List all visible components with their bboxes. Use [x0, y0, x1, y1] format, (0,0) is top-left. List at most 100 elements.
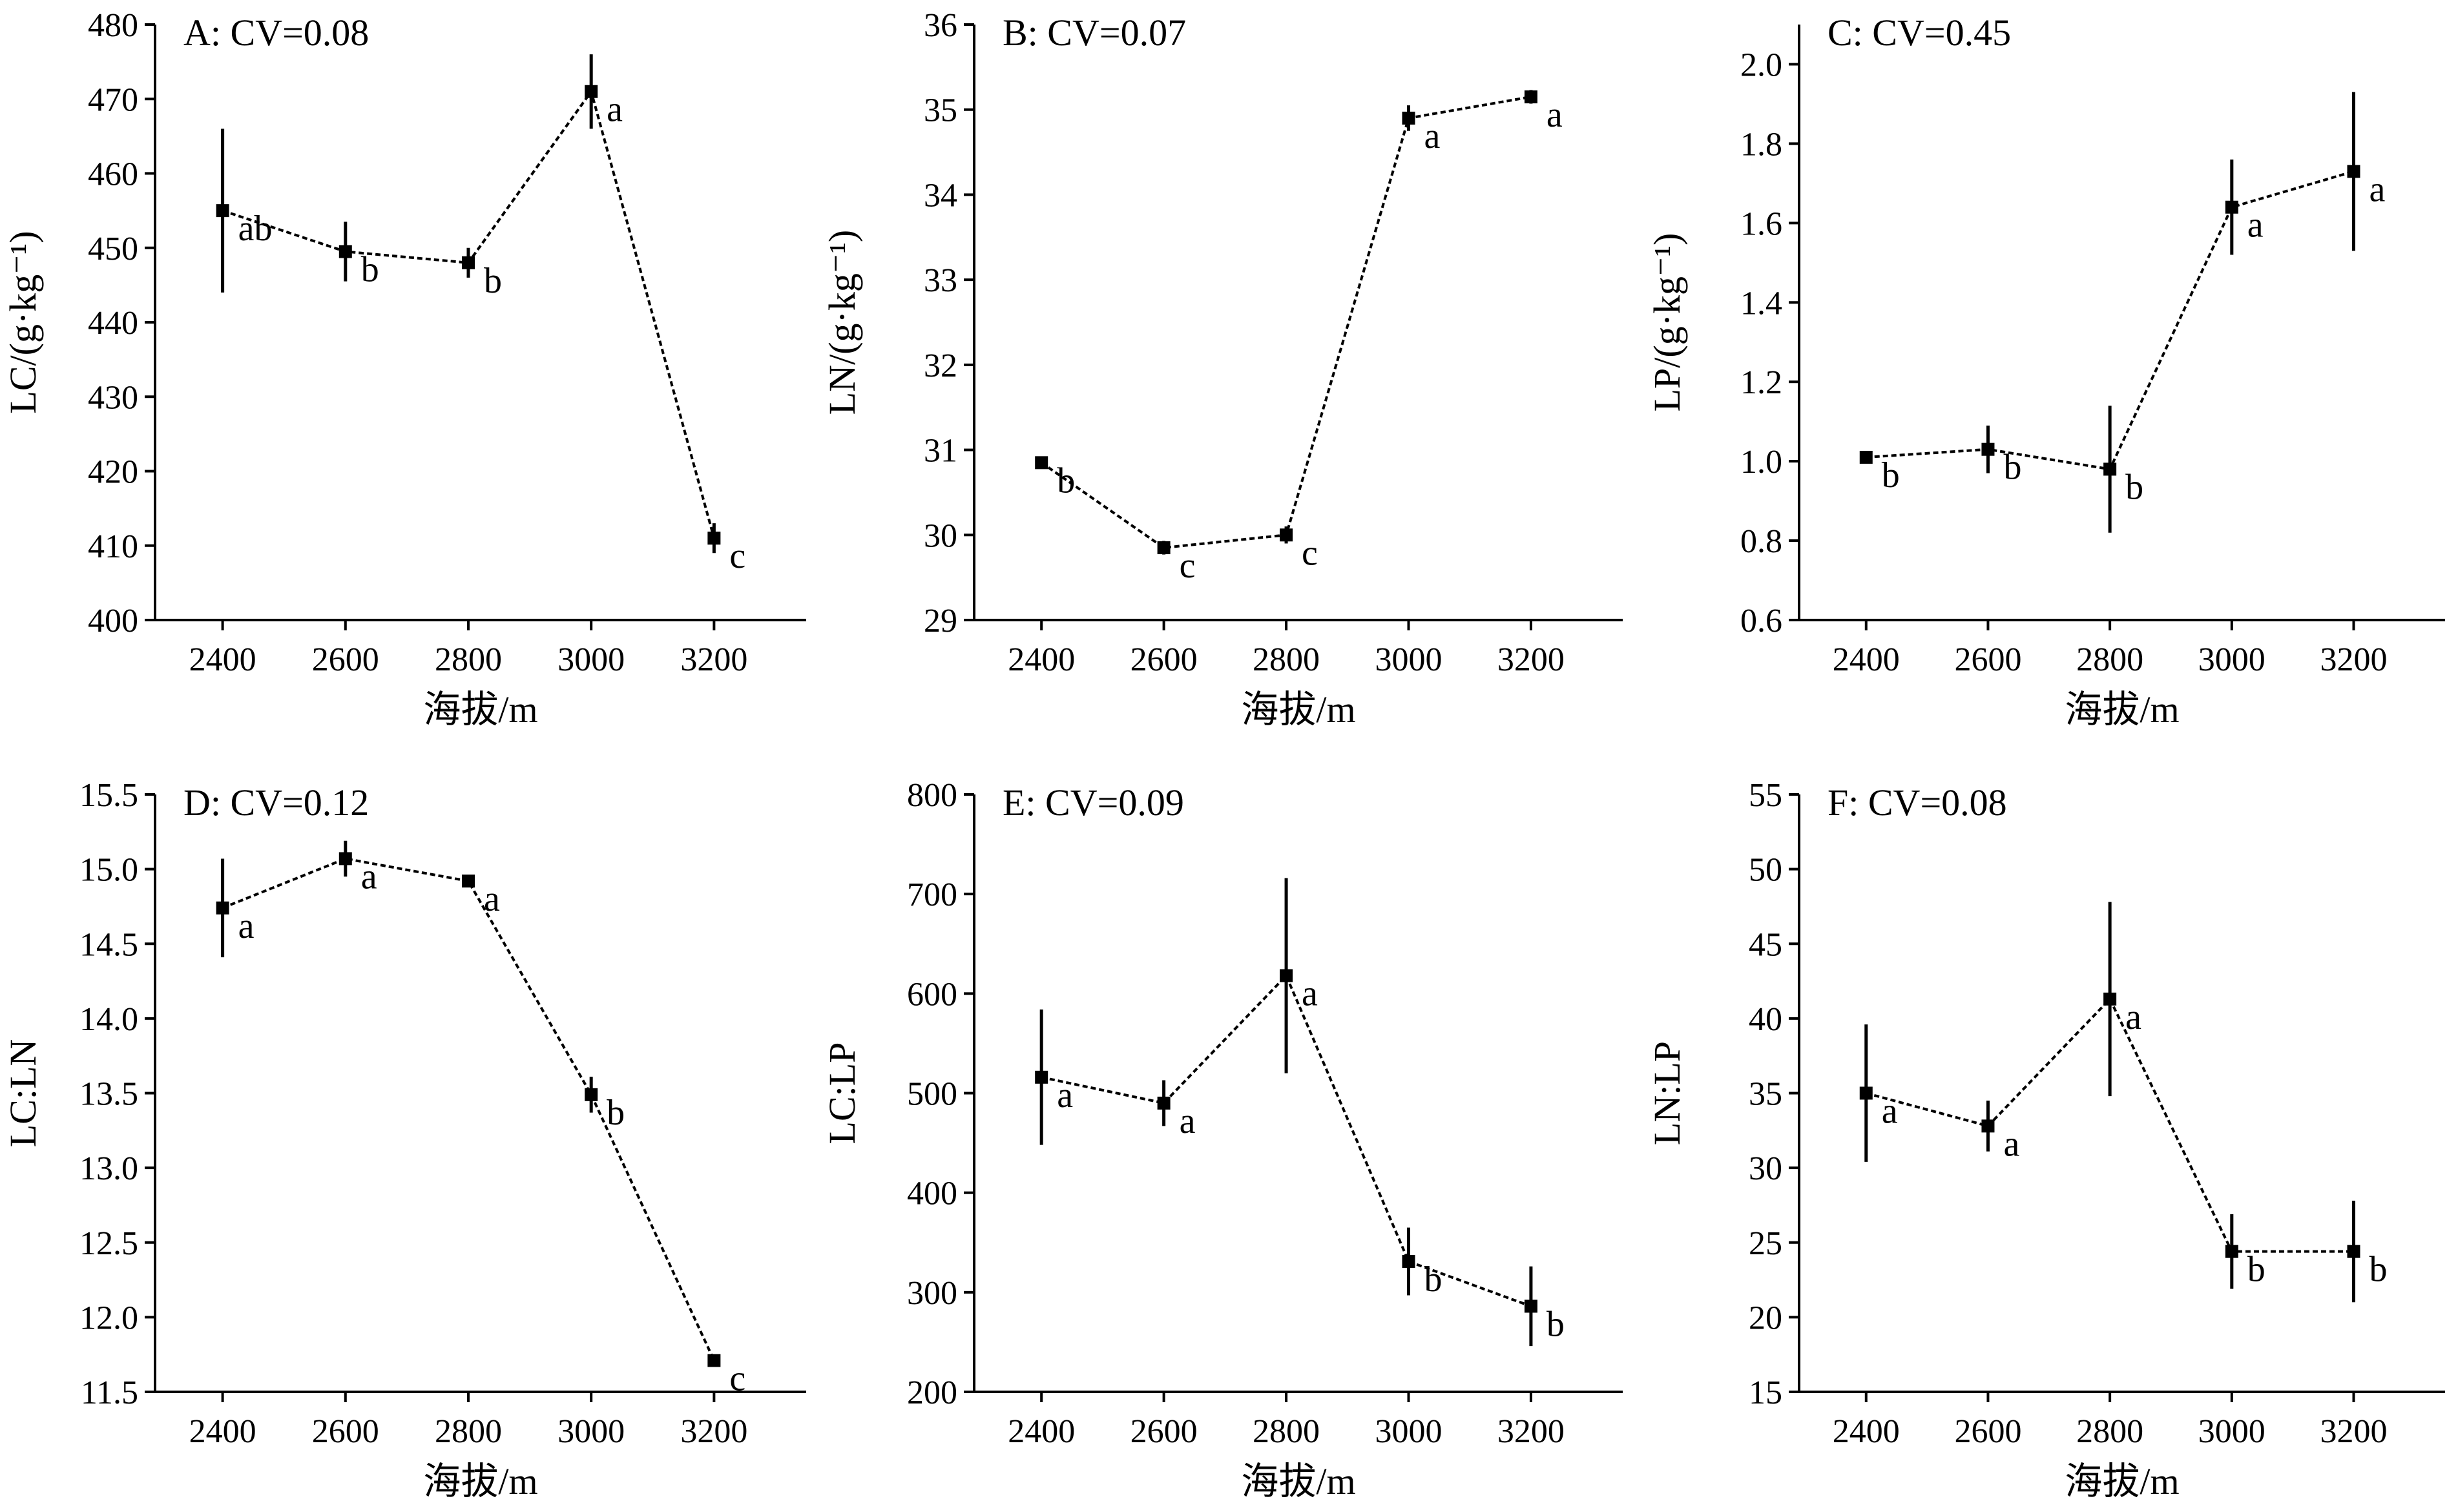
x-tick-label: 2800 [435, 641, 502, 678]
y-tick-label: 1.2 [1740, 364, 1782, 401]
significance-label: ab [238, 209, 273, 249]
chart-panel-5: 200 300 400 500 600 700 800 2400 2600 2800 3000 320… [821, 777, 1623, 1502]
series-line [222, 88, 716, 539]
y-tick-label: 700 [907, 876, 957, 913]
x-tick-label: 3000 [1375, 641, 1442, 678]
x-tick-label: 2800 [1253, 641, 1320, 678]
data-point [1157, 541, 1171, 555]
data-point [1035, 1070, 1048, 1084]
y-tick-label: 55 [1749, 777, 1782, 814]
series-line [1041, 95, 1532, 550]
y-tick-label: 15 [1749, 1374, 1782, 1411]
significance-label: b [1057, 461, 1075, 501]
series-line [222, 857, 716, 1362]
x-tick-label: 2600 [312, 1413, 379, 1450]
x-tick-label: 3000 [2198, 641, 2265, 678]
y-tick-label: 14.0 [79, 1001, 138, 1038]
chart-panel-1: 400 410 420 430 440 450 460 470 480 2400 2600 2800 3… [2, 7, 806, 730]
y-tick-label: 200 [907, 1374, 957, 1411]
x-axis-label: 海拔/m [1241, 689, 1355, 730]
x-axis-label: 海拔/m [1241, 1460, 1355, 1502]
y-axis-label: LN/(g·kg⁻¹) [821, 230, 863, 415]
y-tick-label: 35 [924, 92, 957, 129]
x-tick-label: 2400 [1833, 1413, 1900, 1450]
x-tick-label: 3000 [2198, 1413, 2265, 1450]
panel-title: C: CV=0.45 [1828, 12, 2011, 54]
y-tick-label: 400 [907, 1175, 957, 1212]
data-point [338, 852, 352, 865]
y-tick-label: 13.5 [79, 1076, 138, 1113]
y-tick-label: 50 [1749, 852, 1782, 889]
significance-label: a [361, 856, 377, 896]
x-tick-label: 2400 [189, 1413, 256, 1450]
data-point [2347, 1245, 2360, 1258]
series-line [1866, 997, 2354, 1253]
significance-label: b [1882, 455, 1900, 495]
y-tick-label: 32 [924, 347, 957, 384]
data-point [1981, 1119, 1995, 1133]
data-point [461, 256, 475, 269]
y-tick-label: 460 [88, 156, 138, 193]
y-tick-label: 30 [1749, 1150, 1782, 1187]
data-point [1280, 969, 1293, 982]
y-tick-label: 800 [907, 777, 957, 814]
data-point [1524, 90, 1537, 103]
significance-label: a [1057, 1075, 1073, 1115]
y-tick-label: 33 [924, 262, 957, 299]
significance-label: a [1180, 1101, 1196, 1141]
x-tick-label: 3000 [557, 1413, 625, 1450]
y-tick-label: 400 [88, 603, 138, 639]
y-tick-label: 11.5 [81, 1374, 138, 1411]
x-tick-label: 3200 [680, 641, 747, 678]
x-tick-label: 3200 [2320, 641, 2387, 678]
x-tick-label: 3200 [1497, 1413, 1565, 1450]
data-point [216, 204, 229, 218]
y-tick-label: 15.5 [79, 777, 138, 814]
x-tick-label: 3000 [557, 641, 625, 678]
data-point [1157, 1096, 1171, 1110]
data-point [1981, 442, 1995, 456]
data-point [338, 245, 352, 258]
y-tick-label: 1.6 [1740, 205, 1782, 242]
y-tick-label: 36 [924, 7, 957, 44]
x-tick-label: 2800 [435, 1413, 502, 1450]
significance-label: a [484, 879, 500, 919]
y-tick-label: 300 [907, 1275, 957, 1312]
y-tick-label: 470 [88, 81, 138, 118]
significance-label: a [1547, 95, 1563, 135]
significance-label: c [729, 1358, 745, 1398]
x-tick-label: 2600 [1130, 641, 1198, 678]
significance-label: b [1547, 1304, 1565, 1344]
y-tick-label: 1.8 [1740, 126, 1782, 163]
significance-label: b [2247, 1250, 2265, 1290]
panel-title: E: CV=0.09 [1003, 782, 1184, 823]
x-tick-label: 2600 [1130, 1413, 1198, 1450]
y-tick-label: 600 [907, 976, 957, 1013]
significance-label: a [2247, 205, 2264, 245]
x-tick-label: 2800 [1253, 1413, 1320, 1450]
y-tick-label: 500 [907, 1076, 957, 1113]
y-axis-label: LC/(g·kg⁻¹) [2, 231, 44, 413]
significance-label: c [1180, 546, 1196, 586]
data-point [707, 1354, 721, 1367]
y-tick-label: 2.0 [1740, 47, 1782, 83]
significance-label: a [2003, 1124, 2019, 1164]
chart-panel-6: 15 20 25 30 35 40 45 50 55 2400 2600 2800 3000 3200 海拔… [1646, 777, 2445, 1502]
significance-label: b [484, 261, 502, 301]
y-axis-label: LP/(g·kg⁻¹) [1646, 233, 1688, 412]
y-tick-label: 35 [1749, 1076, 1782, 1113]
significance-label: c [1302, 533, 1318, 573]
panels-group: 400 410 420 430 440 450 460 470 480 2400 2600 2800 3… [2, 7, 2445, 1502]
panel-title: F: CV=0.08 [1828, 782, 2007, 823]
x-tick-label: 2800 [2076, 641, 2143, 678]
x-tick-label: 2600 [1954, 1413, 2021, 1450]
y-tick-label: 450 [88, 231, 138, 267]
data-point [585, 1088, 598, 1101]
x-axis-label: 海拔/m [423, 689, 537, 730]
data-point [2225, 1245, 2238, 1258]
y-tick-label: 0.6 [1740, 603, 1782, 639]
data-point [2103, 992, 2117, 1006]
y-tick-label: 440 [88, 305, 138, 342]
data-point [461, 875, 475, 888]
